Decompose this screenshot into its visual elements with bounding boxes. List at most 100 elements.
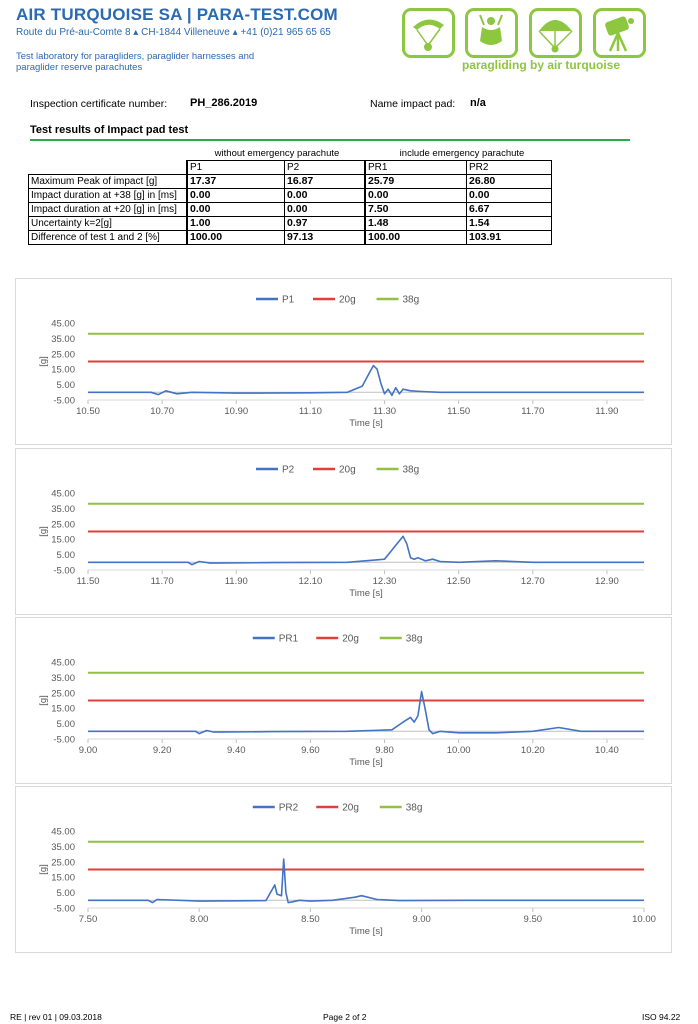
group-without-parachute: without emergency parachute: [214, 148, 340, 159]
y-tick-label: 5.00: [57, 550, 76, 561]
x-tick-label: 11.30: [373, 406, 396, 417]
pad-label: Name impact pad:: [370, 98, 456, 110]
x-tick-label: 10.20: [521, 745, 545, 756]
table-cell: 0.97: [284, 216, 366, 231]
x-tick-label: 12.30: [373, 576, 397, 587]
column-header: P1: [186, 160, 285, 175]
table-cell: 17.37: [186, 174, 285, 189]
company-name: AIR TURQUOISE SA | PARA-TEST.COM: [16, 5, 338, 24]
y-tick-label: 5.00: [57, 719, 76, 730]
y-axis-title: [g]: [38, 695, 49, 706]
legend-item: 20g: [316, 803, 359, 814]
logo-icons: [402, 8, 646, 58]
company-description: Test laboratory for paragliders, paragli…: [16, 51, 255, 73]
x-axis-title: Time [s]: [349, 588, 382, 599]
x-tick-label: 11.70: [521, 406, 544, 417]
x-tick-label: 10.50: [76, 406, 100, 417]
address-street: Route du Pré-au-Comte 8: [16, 27, 131, 38]
tagline: paragliding by air turquoise: [462, 58, 621, 72]
table-cell: 26.80: [466, 174, 552, 189]
legend-label: 38g: [403, 295, 420, 306]
y-axis-title: [g]: [38, 356, 49, 367]
chart-panel-p1: P1 20g 38g -5.00 5.00 15.00 25.00 35.00 45.00 10.…: [15, 278, 672, 445]
table-cell: 0.00: [466, 188, 552, 203]
row-label: Difference of test 1 and 2 [%]: [28, 230, 188, 245]
legend-label: 20g: [339, 295, 356, 306]
chart-panel-pr2: PR2 20g 38g -5.00 5.00 15.00 25.00 35.00 45.00 7.…: [15, 786, 672, 953]
legend-item: PR1: [252, 634, 299, 645]
y-tick-label: 25.00: [51, 857, 75, 868]
y-tick-label: 25.00: [51, 349, 75, 360]
y-tick-label: 35.00: [51, 334, 75, 345]
legend-label: 20g: [342, 803, 359, 814]
address-phone: +41 (0)21 965 65 65: [240, 27, 331, 38]
section-title: Test results of Impact pad test: [30, 124, 189, 136]
table-cell: 97.13: [284, 230, 366, 245]
impact-chart-p2: P2 20g 38g -5.00 5.00 15.00 25.00 35.00 45.00 11.…: [38, 465, 644, 599]
row-label: Impact duration at +38 [g] in [ms]: [28, 188, 188, 203]
legend-item: 38g: [376, 295, 420, 306]
y-tick-label: 15.00: [51, 535, 75, 546]
y-tick-label: 45.00: [51, 658, 75, 669]
table-row: Maximum Peak of impact [g] 17.37 16.87 2…: [28, 174, 552, 189]
series-line-pr2: [88, 858, 644, 904]
table-row: Difference of test 1 and 2 [%] 100.00 97…: [28, 230, 552, 245]
x-tick-label: 9.80: [375, 745, 394, 756]
legend-item: 38g: [379, 634, 423, 645]
column-header: P2: [284, 160, 366, 175]
series-line-pr1: [88, 690, 644, 735]
y-tick-label: 25.00: [51, 519, 75, 530]
column-header: PR1: [364, 160, 467, 175]
legend-label: 38g: [406, 634, 423, 645]
legend-item: 38g: [379, 803, 422, 814]
y-tick-label: -5.00: [53, 396, 75, 407]
table-cell: 0.00: [186, 188, 285, 203]
table-row: Uncertainty k=2[g] 1.00 0.97 1.48 1.54: [28, 216, 552, 231]
certificate-number: PH_286.2019: [190, 97, 257, 109]
y-tick-label: 25.00: [51, 688, 75, 699]
impact-chart-pr2: PR2 20g 38g -5.00 5.00 15.00 25.00 35.00 45.00 7.…: [38, 803, 656, 938]
y-tick-label: 5.00: [57, 888, 76, 899]
y-tick-label: 5.00: [57, 380, 76, 391]
table-cell: 1.54: [466, 216, 552, 231]
legend-item: P2: [256, 465, 295, 476]
x-tick-label: 10.40: [595, 745, 619, 756]
table-cell: 0.00: [284, 202, 366, 217]
table-row: Impact duration at +20 [g] in [ms] 0.00 …: [28, 202, 552, 217]
x-tick-label: 11.50: [447, 406, 470, 417]
y-tick-label: -5.00: [53, 566, 75, 577]
y-tick-label: 15.00: [51, 704, 75, 715]
x-tick-label: 11.10: [299, 406, 322, 417]
section-divider: [30, 139, 630, 141]
table-corner: [29, 161, 188, 175]
chart-panel-pr1: PR1 20g 38g -5.00 5.00 15.00 25.00 35.00 45.00 9.…: [15, 617, 672, 784]
legend-item: P1: [256, 295, 295, 306]
y-tick-label: 45.00: [51, 827, 75, 838]
row-label: Uncertainty k=2[g]: [28, 216, 188, 231]
x-tick-label: 11.50: [76, 576, 99, 587]
certificate-value: PH_286.2019: [190, 97, 258, 109]
legend-label: 38g: [403, 465, 420, 476]
x-tick-label: 10.70: [150, 406, 174, 417]
table-cell: 100.00: [364, 230, 467, 245]
table-cell: 0.00: [284, 188, 366, 203]
x-tick-label: 9.20: [153, 745, 172, 756]
address-city: CH-1844 Villeneuve: [141, 27, 230, 38]
row-label: Maximum Peak of impact [g]: [28, 174, 188, 189]
table-cell: 1.00: [186, 216, 285, 231]
y-tick-label: 45.00: [51, 319, 75, 330]
table-cell: 25.79: [364, 174, 467, 189]
y-axis-title: [g]: [38, 526, 49, 537]
separator-triangle-icon: ▴: [232, 27, 241, 38]
y-tick-label: -5.00: [53, 735, 75, 746]
table-cell: 103.91: [466, 230, 552, 245]
footer-revision: RE | rev 01 | 09.03.2018: [10, 1012, 102, 1022]
legend-label: P2: [282, 465, 295, 476]
results-table: P1 P2 PR1 PR2 Maximum Peak of impact [g]…: [28, 160, 552, 245]
legend-item: 20g: [316, 634, 359, 645]
x-tick-label: 9.50: [524, 914, 543, 925]
x-tick-label: 10.00: [632, 914, 656, 925]
x-tick-label: 12.90: [595, 576, 619, 587]
x-axis-title: Time [s]: [349, 418, 382, 429]
group-with-parachute: include emergency parachute: [399, 148, 525, 159]
